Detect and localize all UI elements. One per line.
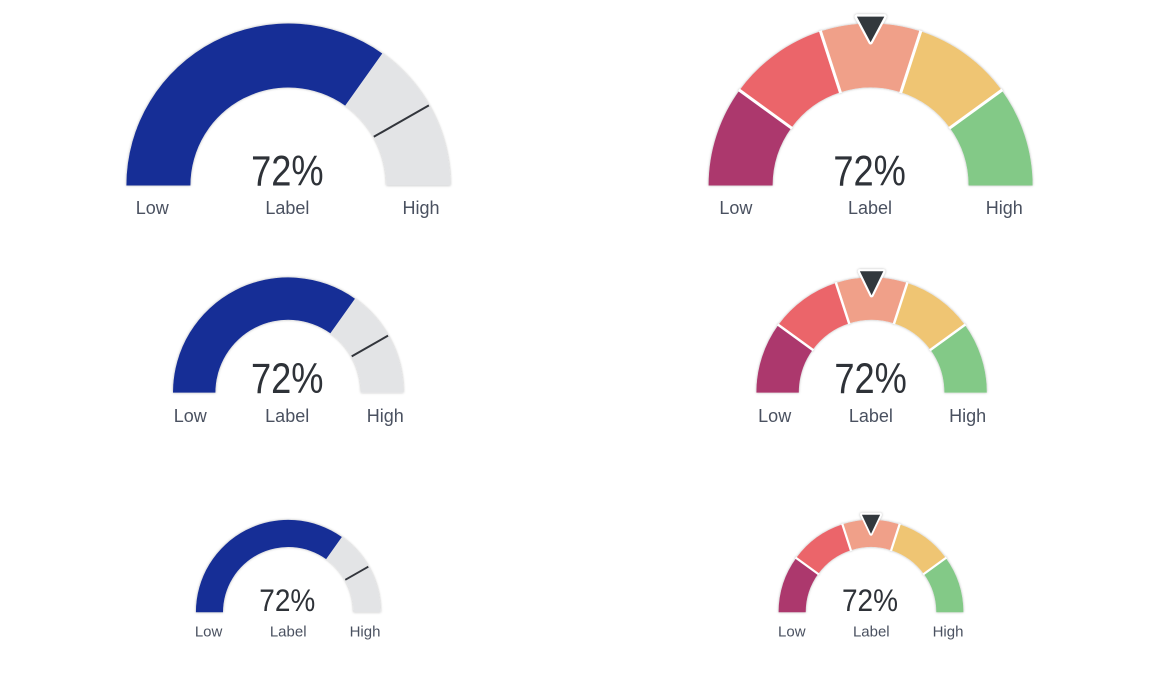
svg-text:72%: 72% xyxy=(251,356,324,403)
svg-text:High: High xyxy=(350,624,381,641)
svg-text:Low: Low xyxy=(174,406,208,426)
svg-text:72%: 72% xyxy=(842,582,898,618)
svg-text:High: High xyxy=(986,198,1023,218)
svg-text:Label: Label xyxy=(265,198,309,218)
svg-text:72%: 72% xyxy=(834,356,907,403)
svg-text:High: High xyxy=(367,406,404,426)
svg-text:High: High xyxy=(402,198,439,218)
svg-text:72%: 72% xyxy=(833,149,906,196)
svg-text:72%: 72% xyxy=(251,149,324,196)
svg-text:Label: Label xyxy=(853,624,890,641)
svg-text:Label: Label xyxy=(270,624,307,641)
svg-text:Low: Low xyxy=(195,624,223,641)
svg-text:Low: Low xyxy=(778,624,806,641)
svg-text:Label: Label xyxy=(849,406,893,426)
svg-text:High: High xyxy=(949,406,986,426)
svg-text:Label: Label xyxy=(265,406,309,426)
svg-text:Label: Label xyxy=(848,198,892,218)
svg-text:High: High xyxy=(933,624,964,641)
svg-text:Low: Low xyxy=(136,198,170,218)
svg-text:Low: Low xyxy=(719,198,753,218)
svg-text:Low: Low xyxy=(758,406,792,426)
svg-text:72%: 72% xyxy=(259,582,315,618)
